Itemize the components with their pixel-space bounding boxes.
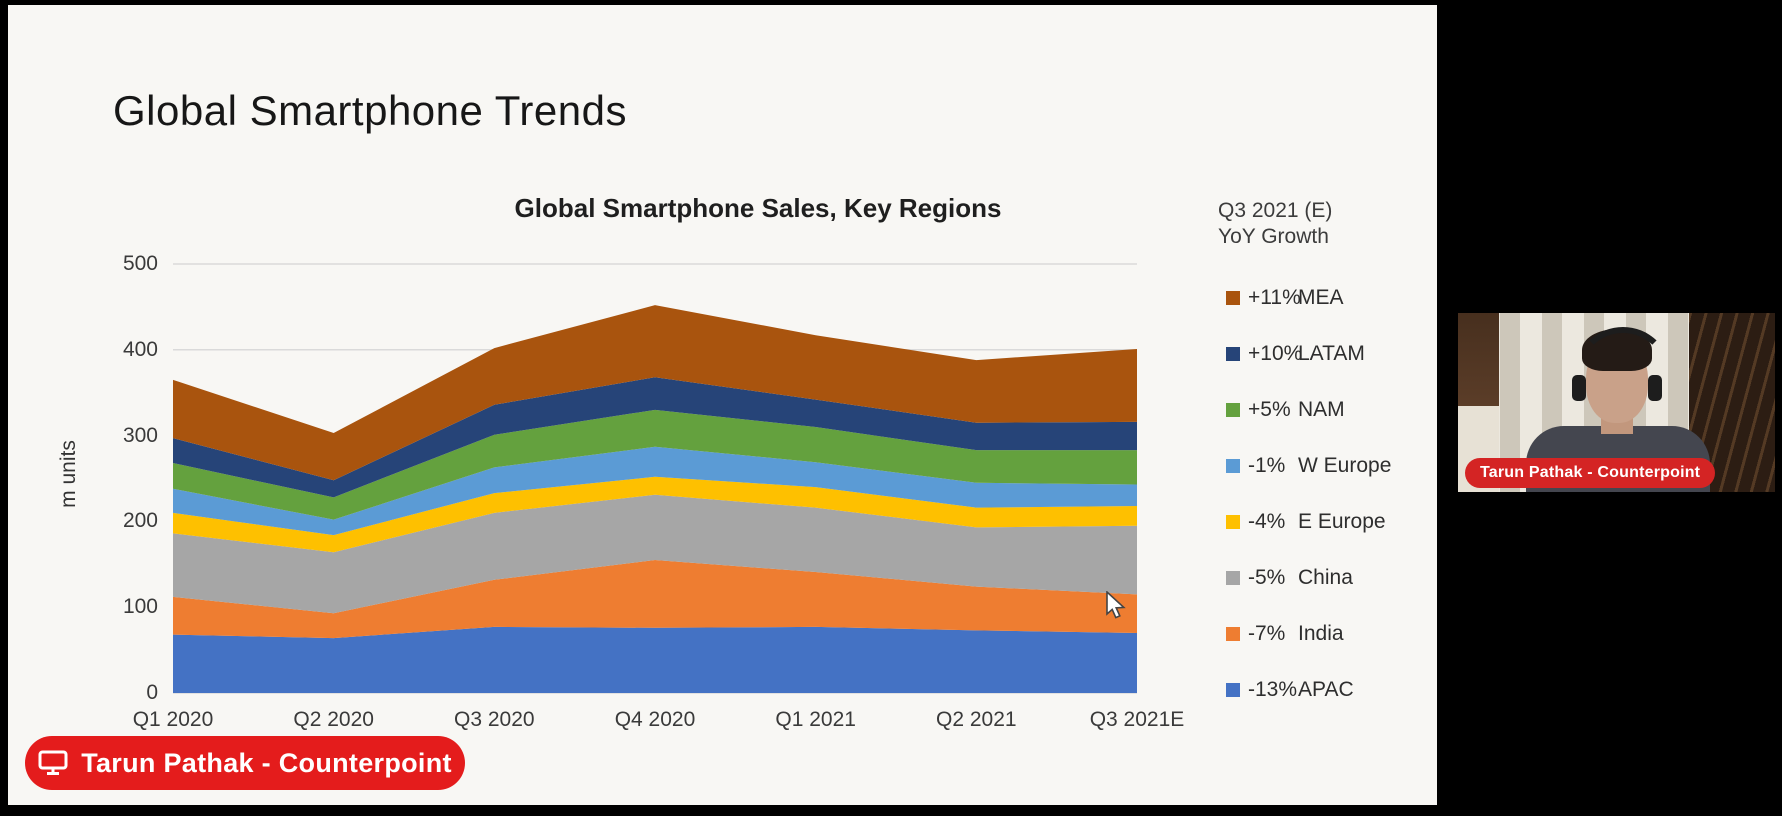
area-series-china (173, 494, 1137, 614)
legend-region-name: E Europe (1298, 510, 1386, 533)
legend-item-india: -7% India (1226, 620, 1344, 648)
legend-growth-value: -4% (1248, 510, 1286, 533)
legend-growth-value: -1% (1248, 454, 1286, 477)
legend-swatch (1226, 515, 1240, 529)
presenter-badge-label: Tarun Pathak - Counterpoint (81, 747, 452, 778)
mouse-cursor (1106, 591, 1126, 619)
x-axis-tick-label: Q1 2021 (775, 708, 856, 731)
webcam-name-tag: Tarun Pathak - Counterpoint (1465, 458, 1716, 488)
legend-item-apac: -13% APAC (1226, 676, 1354, 704)
legend-swatch (1226, 683, 1240, 697)
area-series-nam (173, 409, 1137, 520)
legend-region-name: China (1298, 566, 1353, 589)
presenter-badge: Tarun Pathak - Counterpoint (25, 736, 465, 790)
slide-title: Global Smartphone Trends (113, 87, 627, 134)
headphones-band (1576, 327, 1670, 417)
legend-swatch (1226, 459, 1240, 473)
legend-swatch (1226, 571, 1240, 585)
legend-swatch (1226, 347, 1240, 361)
legend-header: Q3 2021 (E) YoY Growth (1218, 198, 1332, 250)
x-axis-tick-label: Q2 2021 (936, 708, 1017, 731)
webcam-video: Tarun Pathak - Counterpoint (1458, 313, 1775, 492)
legend-swatch (1226, 291, 1240, 305)
wood-panel-left (1458, 313, 1500, 407)
legend-swatch (1226, 627, 1240, 641)
legend-growth-value: -7% (1248, 622, 1286, 645)
y-axis-tick-label: 300 (122, 423, 158, 447)
headphone-left-cup (1572, 375, 1586, 401)
area-series-mea (173, 305, 1137, 481)
legend-item-china: -5% China (1226, 564, 1353, 592)
y-axis-tick-label: 500 (122, 252, 158, 275)
area-series-w-europe (173, 446, 1137, 536)
legend-header-period: Q3 2021 (E) (1218, 199, 1333, 222)
legend-growth-value: +5% (1248, 398, 1291, 421)
legend-header-metric: YoY Growth (1218, 225, 1329, 248)
legend-item-e-europe: -4% E Europe (1226, 508, 1386, 536)
area-series-apac (173, 626, 1137, 693)
presentation-slide: Global Smartphone Trends Global Smartpho… (8, 5, 1437, 805)
area-series-india (173, 560, 1137, 639)
x-axis-tick-label: Q2 2020 (293, 708, 374, 731)
headphone-right-cup (1648, 375, 1662, 401)
legend-item-w-europe: -1% W Europe (1226, 452, 1391, 480)
legend-region-name: MEA (1298, 286, 1344, 309)
screen-share-monitor-icon (38, 750, 68, 775)
chart-title: Global Smartphone Sales, Key Regions (514, 193, 1002, 223)
legend-region-name: W Europe (1298, 454, 1392, 477)
legend-item-mea: +11% MEA (1226, 284, 1344, 312)
legend-region-name: LATAM (1298, 342, 1365, 365)
area-series-e-europe (173, 476, 1137, 553)
legend-item-nam: +5% NAM (1226, 396, 1345, 424)
legend-region-name: APAC (1298, 678, 1354, 701)
legend-region-name: India (1298, 622, 1344, 645)
legend-region-name: NAM (1298, 398, 1345, 421)
x-axis-tick-label: Q3 2020 (454, 708, 535, 731)
legend-item-latam: +10% LATAM (1226, 340, 1365, 368)
stacked-area-plot (173, 263, 1137, 694)
area-series-latam (173, 377, 1137, 498)
legend-swatch (1226, 403, 1240, 417)
legend-growth-value: +11% (1248, 286, 1301, 309)
y-axis-tick-label: 400 (122, 337, 158, 361)
x-axis-tick-label: Q1 2020 (132, 708, 214, 731)
x-axis-tick-label: Q4 2020 (614, 708, 696, 731)
y-axis-tick-label: 0 (146, 681, 158, 704)
y-axis-tick-label: 100 (122, 595, 158, 619)
legend-growth-value: -13% (1248, 678, 1298, 701)
legend-growth-value: -5% (1248, 566, 1286, 589)
y-axis-tick-label: 200 (122, 509, 158, 533)
legend-growth-value: +10% (1248, 342, 1303, 365)
x-axis-tick-label: Q3 2021E (1089, 708, 1185, 731)
